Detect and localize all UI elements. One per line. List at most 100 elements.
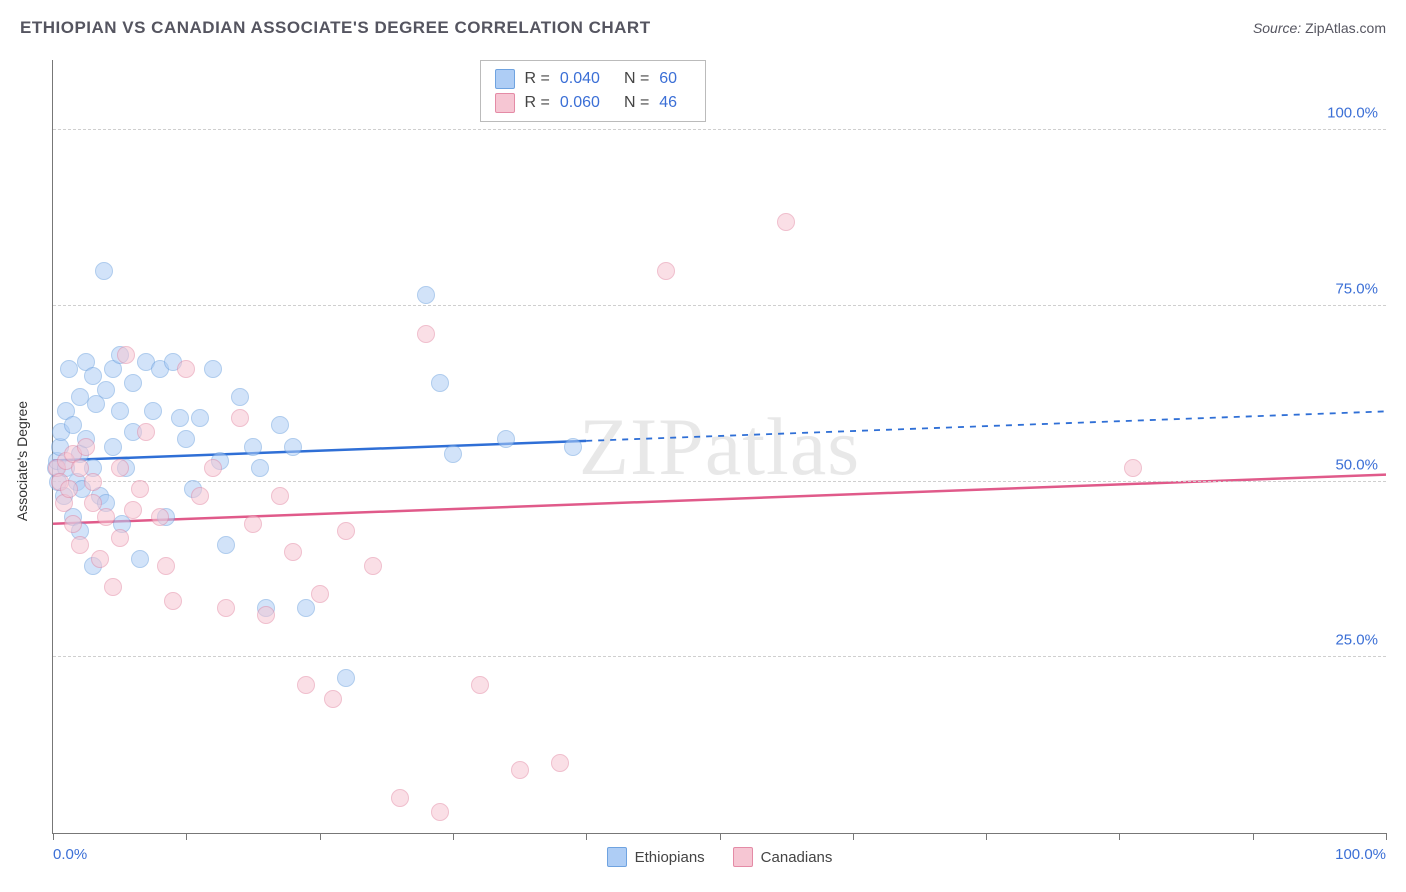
data-point — [97, 508, 115, 526]
data-point — [84, 494, 102, 512]
data-point — [364, 557, 382, 575]
x-tick — [1253, 833, 1254, 840]
legend-label: Ethiopians — [635, 849, 705, 866]
data-point — [297, 676, 315, 694]
legend-item: Canadians — [733, 847, 833, 867]
y-tick-label: 100.0% — [1327, 105, 1378, 122]
legend-swatch — [607, 847, 627, 867]
bottom-legend: Ethiopians Canadians — [53, 847, 1386, 867]
y-axis-label: Associate's Degree — [14, 401, 30, 521]
x-tick-label: 100.0% — [1335, 846, 1386, 863]
x-tick — [453, 833, 454, 840]
data-point — [131, 480, 149, 498]
data-point — [64, 416, 82, 434]
data-point — [144, 402, 162, 420]
data-point — [111, 529, 129, 547]
data-point — [431, 803, 449, 821]
data-point — [111, 459, 129, 477]
data-point — [84, 367, 102, 385]
source-attribution: Source: ZipAtlas.com — [1253, 20, 1386, 36]
data-point — [204, 459, 222, 477]
stat-r-label: R = — [525, 67, 550, 91]
data-point — [124, 374, 142, 392]
data-point — [217, 536, 235, 554]
data-point — [157, 557, 175, 575]
x-tick — [53, 833, 54, 840]
data-point — [177, 360, 195, 378]
data-point — [271, 416, 289, 434]
stat-r-value: 0.060 — [560, 91, 600, 115]
data-point — [337, 669, 355, 687]
legend-swatch — [733, 847, 753, 867]
stat-r-label: R = — [525, 91, 550, 115]
data-point — [417, 325, 435, 343]
gridline — [53, 129, 1386, 130]
data-point — [60, 480, 78, 498]
data-point — [497, 430, 515, 448]
gridline — [53, 481, 1386, 482]
data-point — [77, 438, 95, 456]
data-point — [444, 445, 462, 463]
gridline — [53, 656, 1386, 657]
stat-n-label: N = — [624, 91, 649, 115]
data-point — [84, 473, 102, 491]
data-point — [191, 409, 209, 427]
stats-legend-box: R = 0.040 N = 60 R = 0.060 N = 46 — [480, 60, 707, 122]
trend-line-dashed — [586, 411, 1386, 441]
stat-n-value: 60 — [659, 67, 677, 91]
data-point — [231, 388, 249, 406]
data-point — [137, 423, 155, 441]
data-point — [251, 459, 269, 477]
data-point — [217, 599, 235, 617]
data-point — [311, 585, 329, 603]
x-tick — [320, 833, 321, 840]
data-point — [284, 543, 302, 561]
source-label: Source: — [1253, 20, 1301, 36]
data-point — [151, 508, 169, 526]
legend-swatch — [495, 93, 515, 113]
stat-n-value: 46 — [659, 91, 677, 115]
gridline — [53, 305, 1386, 306]
data-point — [64, 515, 82, 533]
data-point — [511, 761, 529, 779]
data-point — [97, 381, 115, 399]
data-point — [271, 487, 289, 505]
data-point — [297, 599, 315, 617]
data-point — [1124, 459, 1142, 477]
data-point — [564, 438, 582, 456]
stats-row: R = 0.040 N = 60 — [495, 67, 692, 91]
data-point — [91, 550, 109, 568]
data-point — [95, 262, 113, 280]
data-point — [171, 409, 189, 427]
data-point — [337, 522, 355, 540]
data-point — [117, 346, 135, 364]
x-tick — [986, 833, 987, 840]
data-point — [131, 550, 149, 568]
chart-container: Associate's Degree ZIPatlas R =0.040N =6… — [32, 50, 1386, 872]
data-point — [204, 360, 222, 378]
data-point — [231, 409, 249, 427]
data-point — [391, 789, 409, 807]
stat-n-label: N = — [624, 67, 649, 91]
data-point — [244, 515, 262, 533]
x-tick — [1386, 833, 1387, 840]
data-point — [257, 606, 275, 624]
plot-area: ZIPatlas R =0.040N =60R =0.060N =46 Ethi… — [52, 60, 1386, 834]
data-point — [191, 487, 209, 505]
data-point — [104, 438, 122, 456]
data-point — [417, 286, 435, 304]
x-tick — [720, 833, 721, 840]
data-point — [164, 592, 182, 610]
stat-r-value: 0.040 — [560, 67, 600, 91]
data-point — [111, 402, 129, 420]
legend-swatch — [495, 69, 515, 89]
y-tick-label: 50.0% — [1335, 456, 1378, 473]
data-point — [71, 536, 89, 554]
y-tick-label: 75.0% — [1335, 280, 1378, 297]
data-point — [244, 438, 262, 456]
data-point — [71, 459, 89, 477]
data-point — [177, 430, 195, 448]
x-tick — [586, 833, 587, 840]
y-tick-label: 25.0% — [1335, 632, 1378, 649]
legend-label: Canadians — [761, 849, 833, 866]
